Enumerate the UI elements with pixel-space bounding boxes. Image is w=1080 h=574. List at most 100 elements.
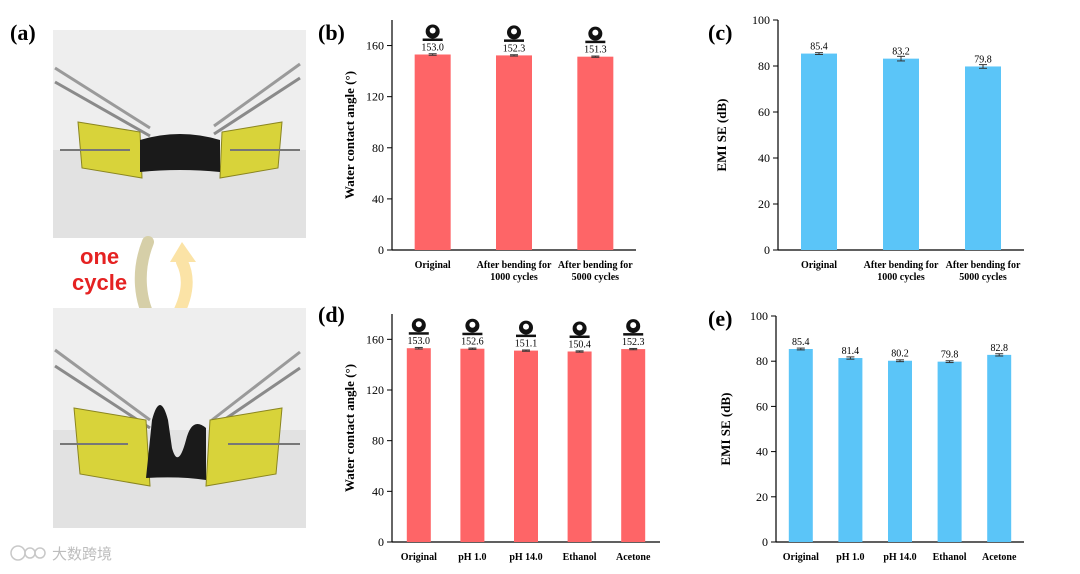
x-tick-label: Original xyxy=(401,552,437,563)
data-label: 150.4 xyxy=(568,339,591,350)
y-tick-label: 0 xyxy=(762,535,768,549)
panel-label-e: (e) xyxy=(708,306,732,331)
bar xyxy=(937,361,962,542)
y-tick-label: 0 xyxy=(378,243,384,257)
y-tick-label: 100 xyxy=(752,13,770,27)
y-tick-label: 80 xyxy=(372,434,384,448)
data-label: 81.4 xyxy=(842,346,860,357)
panel-b-contact-angle-bending: (b) 0 40 80 120 160 Water contact angle (°) 153… xyxy=(318,20,636,283)
y-tick-label: 160 xyxy=(366,39,384,53)
data-label: 85.4 xyxy=(810,42,828,53)
x-tick-label: Ethanol xyxy=(563,552,597,563)
x-tick-label: After bending for xyxy=(477,260,552,271)
droplet-surface xyxy=(408,332,429,335)
y-tick-label: 80 xyxy=(756,354,768,368)
x-tick-label: Ethanol xyxy=(933,552,967,563)
y-tick-label: 40 xyxy=(372,484,384,498)
bar xyxy=(788,348,813,542)
droplet-surface xyxy=(585,40,606,44)
x-tick-label: pH 14.0 xyxy=(883,552,916,563)
data-label: 153.0 xyxy=(408,336,431,347)
x-tick-label: 5000 cycles xyxy=(572,272,620,283)
droplet-highlight xyxy=(415,321,422,328)
droplet-highlight xyxy=(523,323,529,330)
x-tick-label: Original xyxy=(415,260,451,271)
y-tick-label: 40 xyxy=(372,192,384,206)
photo-bent-state xyxy=(53,308,306,528)
bar xyxy=(987,354,1012,542)
x-tick-label: 5000 cycles xyxy=(959,272,1007,283)
x-tick-label: Acetone xyxy=(982,552,1017,563)
x-tick-label: pH 1.0 xyxy=(458,552,486,563)
bar xyxy=(567,351,592,542)
y-tick-label: 40 xyxy=(758,151,770,165)
data-label: 82.8 xyxy=(990,343,1008,354)
data-label: 80.2 xyxy=(891,349,909,360)
x-tick-label: Original xyxy=(801,260,837,271)
x-tick-label: pH 14.0 xyxy=(509,552,542,563)
droplet-highlight xyxy=(511,28,517,35)
data-label: 152.3 xyxy=(622,337,645,348)
y-tick-label: 120 xyxy=(366,383,384,397)
y-axis-title: Water contact angle (°) xyxy=(342,364,357,492)
bar xyxy=(883,58,919,250)
bar xyxy=(577,56,614,250)
bar xyxy=(514,350,538,542)
panel-d-contact-angle-chemicals: (d) 0 40 80 120 160 Water contact angle (°) 153… xyxy=(318,302,660,563)
x-tick-label: After bending for xyxy=(946,260,1021,271)
bar xyxy=(801,53,837,250)
bar xyxy=(621,349,646,542)
droplet-highlight xyxy=(576,324,583,331)
x-tick-label: Acetone xyxy=(616,552,651,563)
y-tick-label: 60 xyxy=(756,399,768,413)
y-tick-label: 160 xyxy=(366,332,384,346)
data-label: 79.8 xyxy=(941,350,959,361)
y-tick-label: 20 xyxy=(756,490,768,504)
panel-e-emi-chemicals: (e) 0 20 40 60 80 100 EMI SE (dB) 85.4 Original 81… xyxy=(708,306,1024,563)
x-tick-label: After bending for xyxy=(558,260,633,271)
data-label: 151.1 xyxy=(515,339,538,350)
y-tick-label: 0 xyxy=(764,243,770,257)
panel-label-b: (b) xyxy=(318,20,345,45)
droplet-surface xyxy=(569,335,590,338)
data-label: 153.0 xyxy=(421,43,444,54)
y-tick-label: 100 xyxy=(750,309,768,323)
y-tick-label: 80 xyxy=(372,141,384,155)
x-tick-label: 1000 cycles xyxy=(490,272,538,283)
panel-c-emi-bending: (c) 0 20 40 60 80 100 EMI SE (dB) 85.4 Original 83… xyxy=(708,13,1024,283)
y-tick-label: 60 xyxy=(758,105,770,119)
panel-label-c: (c) xyxy=(708,20,732,45)
bar xyxy=(965,66,1001,251)
y-tick-label: 80 xyxy=(758,59,770,73)
droplet-surface xyxy=(623,333,644,336)
panel-label-a: (a) xyxy=(10,20,36,45)
x-tick-label: Original xyxy=(783,552,819,563)
x-tick-label: 1000 cycles xyxy=(877,272,925,283)
y-tick-label: 40 xyxy=(756,445,768,459)
x-tick-label: After bending for xyxy=(864,260,939,271)
bar xyxy=(838,358,863,542)
y-axis-title: EMI SE (dB) xyxy=(718,393,733,466)
y-tick-label: 120 xyxy=(366,90,384,104)
watermark-text: 大数跨境 xyxy=(52,545,112,563)
photo-flat-state xyxy=(53,30,306,238)
y-tick-label: 0 xyxy=(378,535,384,549)
y-tick-label: 20 xyxy=(758,197,770,211)
y-axis-title: Water contact angle (°) xyxy=(342,71,357,199)
droplet-highlight xyxy=(630,322,637,329)
panel-a: (a) one cycle xyxy=(10,20,306,528)
cycle-label-line2: cycle xyxy=(72,270,127,295)
bar xyxy=(414,54,451,250)
y-axis-title: EMI SE (dB) xyxy=(714,99,729,172)
data-label: 79.8 xyxy=(974,54,992,65)
x-tick-label: pH 1.0 xyxy=(836,552,864,563)
droplet-surface xyxy=(422,38,443,41)
panel-label-d: (d) xyxy=(318,302,345,327)
droplet-highlight xyxy=(469,321,476,328)
bar xyxy=(888,360,912,542)
data-label: 152.6 xyxy=(461,337,484,348)
cycle-label-line1: one xyxy=(80,244,119,269)
droplet-highlight xyxy=(592,29,599,36)
droplet-surface xyxy=(516,334,536,338)
